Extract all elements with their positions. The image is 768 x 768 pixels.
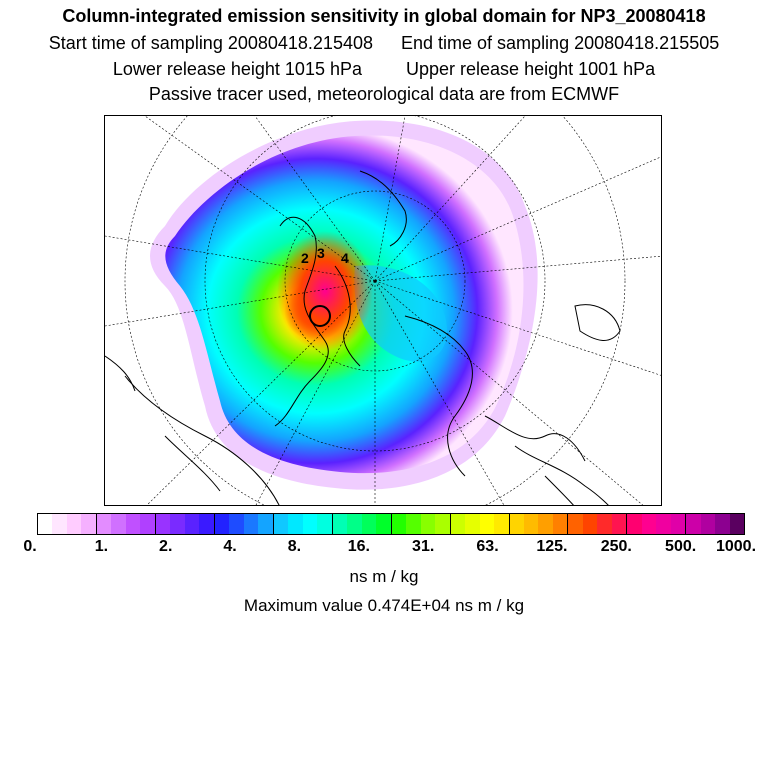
colorbar-cell [302,514,318,534]
colorbar-cell [582,514,598,534]
colorbar-tick-label: 4. [223,538,237,555]
colorbar-cell [125,514,141,534]
release-label: 2 [301,250,309,266]
colorbar-tick-label: 8. [287,538,302,555]
colorbar-cell [479,514,495,534]
colorbar-cell [199,514,215,534]
colorbar-cell [391,514,407,534]
colorbar-cell [258,514,274,534]
colorbar-cell [523,514,539,534]
colorbar-cell [140,514,156,534]
colorbar-cell [317,514,333,534]
upper-release-height: Upper release height 1001 hPa [406,59,656,79]
colorbar-cell [214,514,230,534]
colorbar-tick-label: 1. [94,538,109,555]
release-label: 3 [317,245,325,261]
lower-release-height: Lower release height 1015 hPa [112,59,362,79]
colorbar-cell [81,514,97,534]
colorbar-cell [597,514,612,534]
colorbar-cell [332,514,348,534]
colorbar-cell [729,514,745,534]
colorbar-cell [170,514,185,534]
colorbar-cell [568,514,583,534]
colorbar-cell [184,514,200,534]
colorbar-tick-label: 125. [536,538,568,555]
colorbar-cell [700,514,716,534]
colorbar-cell [96,514,112,534]
colorbar-cell [288,514,303,534]
colorbar-cell [552,514,569,534]
colorbar-tick-label: 63. [476,538,499,555]
colorbar-tick-label: 2. [159,538,173,555]
plot-title: Column-integrated emission sensitivity i… [62,6,706,26]
tracer-note: Passive tracer used, meteorological data… [148,84,620,104]
colorbar-cell [450,514,466,534]
colorbar-cell [538,514,553,534]
colorbar-cell [38,514,53,534]
colorbar-tick-label: 31. [412,538,435,555]
colorbar-cell [273,514,289,534]
colorbar-cell [376,514,392,534]
colorbar-cell [66,514,82,534]
colorbar-cell [641,514,657,534]
start-time: Start time of sampling 20080418.215408 [48,33,373,53]
colorbar-tick-label: 1000. [715,538,757,555]
colorbar-cell [465,514,480,534]
colorbar-cell [347,514,362,534]
colorbar [37,513,745,535]
end-time: End time of sampling 20080418.215505 [401,33,720,53]
colorbar-cell [509,514,524,534]
colorbar-cell [111,514,126,534]
colorbar-cell [715,514,730,534]
colorbar-cell [420,514,436,534]
colorbar-tick-label: 0. [23,538,37,555]
colorbar-cell [627,514,642,534]
maximum-value: Maximum value 0.474E+04 ns m / kg [243,596,525,615]
colorbar-cell [406,514,421,534]
colorbar-cell [686,514,701,534]
colorbar-cell [656,514,671,534]
emission-sensitivity-map: 2 3 4 [104,115,662,506]
colorbar-cell [494,514,510,534]
colorbar-cell [361,514,377,534]
colorbar-cell [229,514,244,534]
colorbar-cell [435,514,451,534]
colorbar-tick-label: 500. [665,538,697,555]
colorbar-cell [611,514,628,534]
colorbar-cell [155,514,171,534]
release-heights: Lower release height 1015 hPa Upper relea… [0,59,768,80]
units-label: ns m / kg [349,567,419,586]
polar-stereographic-map: 2 3 4 [105,116,661,505]
colorbar-cell [243,514,259,534]
release-label: 4 [341,250,349,266]
sampling-times: Start time of sampling 20080418.215408 En… [0,33,768,54]
colorbar-tick-label: 16. [347,538,370,555]
colorbar-cell [670,514,687,534]
colorbar-cell [52,514,67,534]
colorbar-tick-label: 250. [600,538,632,555]
